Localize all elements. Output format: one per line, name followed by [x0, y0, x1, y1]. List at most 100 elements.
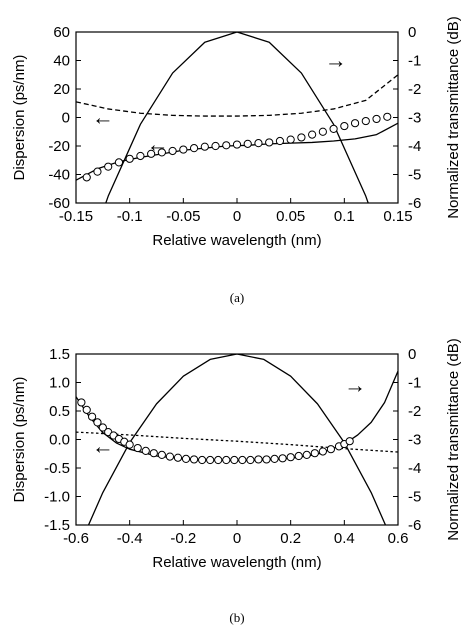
- data-point: [246, 455, 255, 465]
- data-point: [198, 455, 207, 465]
- plot-area: [76, 354, 398, 525]
- panel-a: (a) -0.15 -0.1 -0.05 0 0.05 0.1 0.156040200-20…: [11, 16, 462, 305]
- plot-area: [76, 32, 398, 203]
- data-point: [383, 112, 392, 121]
- data-point: [206, 455, 215, 465]
- data-point: [168, 146, 177, 156]
- y2-tick-label: -2: [408, 81, 421, 98]
- y2-axis-label: Normalized transmittance (dB): [445, 338, 462, 541]
- y-tick-label: 0.5: [49, 403, 70, 420]
- data-point: [181, 454, 191, 463]
- series-line-dashed: [76, 74, 398, 117]
- data-point: [125, 154, 134, 163]
- data-point: [275, 136, 285, 146]
- y2-tick-label: 0: [408, 346, 416, 363]
- data-point: [286, 453, 295, 462]
- data-point: [222, 141, 231, 150]
- x-tick-label: 0: [233, 208, 241, 225]
- y-tick-label: -1.5: [44, 517, 70, 534]
- data-point: [318, 447, 327, 456]
- data-point: [88, 412, 97, 421]
- annotation-arrow: ←: [92, 433, 114, 458]
- y-tick-label: -0.5: [44, 460, 70, 477]
- data-point: [77, 398, 86, 407]
- data-point: [254, 139, 263, 148]
- y2-tick-label: -5: [408, 167, 421, 184]
- data-point: [372, 114, 381, 124]
- y2-tick-label: -5: [408, 489, 421, 506]
- data-point: [350, 119, 360, 128]
- data-point: [147, 149, 156, 158]
- x-tick-label: -0.05: [166, 208, 200, 225]
- y-tick-label: 1.5: [49, 346, 70, 363]
- x-tick-label: -0.4: [117, 530, 143, 547]
- data-point: [211, 141, 220, 151]
- data-point: [238, 455, 247, 465]
- data-point: [340, 121, 349, 131]
- x-tick-label: -0.15: [59, 208, 93, 225]
- data-point: [125, 440, 134, 449]
- y-tick-label: -40: [48, 167, 70, 184]
- y-tick-label: 20: [53, 81, 70, 98]
- data-point: [173, 453, 183, 462]
- data-point: [278, 454, 287, 463]
- data-point: [179, 145, 188, 154]
- data-point: [157, 148, 166, 157]
- y2-tick-label: -1: [408, 53, 421, 70]
- data-point: [265, 138, 274, 147]
- data-point: [114, 158, 124, 167]
- data-point: [157, 450, 166, 459]
- x-tick-label: -0.2: [170, 530, 196, 547]
- y2-tick-label: -6: [408, 517, 421, 534]
- annotation-arrow: →: [344, 372, 366, 397]
- data-point: [189, 144, 199, 153]
- x-tick-label: 0.15: [383, 208, 412, 225]
- data-point: [318, 127, 327, 136]
- y-tick-label: -20: [48, 138, 70, 155]
- y-tick-label: -1.0: [44, 489, 70, 506]
- data-point: [141, 446, 150, 455]
- data-point: [308, 130, 317, 139]
- y-tick-label: 1.0: [49, 375, 70, 392]
- caption-a: (a): [230, 290, 244, 305]
- y-axis-label: Dispersion (ps/nm): [11, 377, 28, 503]
- series-line-solid: [76, 122, 398, 181]
- data-point: [165, 452, 175, 461]
- x-tick-label: 0.4: [334, 530, 355, 547]
- data-point: [297, 133, 306, 142]
- plot-frame: [75, 31, 399, 204]
- data-point: [345, 437, 354, 446]
- data-point: [98, 423, 107, 432]
- data-point: [93, 167, 102, 176]
- y2-tick-label: -3: [408, 432, 421, 449]
- data-point: [82, 405, 91, 414]
- y2-tick-label: -6: [408, 195, 421, 212]
- data-point: [329, 124, 338, 133]
- y2-tick-label: -1: [408, 375, 421, 392]
- y-tick-label: -60: [48, 195, 70, 212]
- x-tick-label: 0.05: [276, 208, 305, 225]
- data-point: [149, 449, 158, 458]
- data-point: [262, 455, 271, 464]
- x-tick-label: 0.2: [280, 530, 301, 547]
- y-tick-label: 60: [53, 24, 70, 41]
- data-point: [200, 142, 209, 151]
- data-point: [302, 450, 311, 459]
- data-point: [294, 451, 303, 461]
- data-point: [361, 116, 370, 126]
- data-point: [133, 443, 142, 453]
- y2-axis-label: Normalized transmittance (dB): [445, 16, 462, 219]
- data-point: [270, 454, 279, 463]
- y-tick-label: 40: [53, 53, 70, 70]
- data-point: [222, 455, 231, 465]
- y2-tick-label: -2: [408, 403, 421, 420]
- data-point: [230, 455, 239, 465]
- x-axis-label: Relative wavelength (nm): [152, 232, 321, 249]
- data-point: [232, 140, 242, 149]
- x-tick-label: -0.6: [63, 530, 89, 547]
- data-point: [254, 455, 263, 464]
- data-point: [82, 173, 91, 182]
- series-line-dotted: [76, 431, 398, 453]
- annotation-arrow: →: [325, 48, 347, 73]
